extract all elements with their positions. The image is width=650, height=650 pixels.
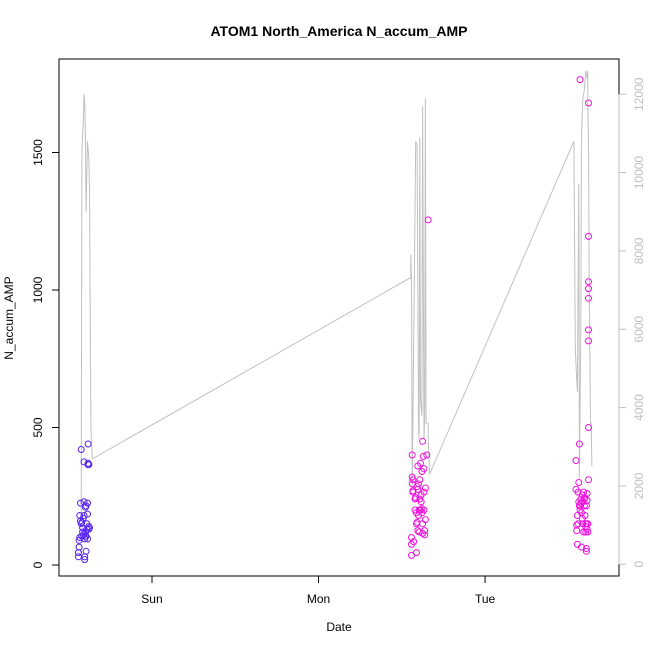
cumulative-line-layer [79, 70, 593, 514]
data-point [417, 498, 425, 506]
data-point [583, 490, 591, 497]
data-point [585, 326, 592, 334]
data-point [410, 538, 418, 546]
data-point [84, 510, 91, 518]
data-point [74, 553, 82, 561]
data-point [575, 440, 583, 448]
data-point [84, 535, 91, 543]
data-point [81, 556, 89, 563]
data-point [75, 543, 83, 551]
data-point [419, 520, 427, 528]
y-axis-right: 0 2000 4000 6000 8000 10000 12000 [618, 77, 646, 568]
y2-tick-label: 12000 [632, 77, 646, 111]
data-point [408, 473, 416, 481]
data-point [421, 516, 429, 524]
cumulative-line [79, 70, 593, 514]
data-point [582, 547, 590, 555]
data-point [84, 499, 91, 507]
data-point [585, 99, 592, 107]
data-point [581, 512, 589, 519]
data-point [417, 459, 424, 467]
data-point [585, 285, 592, 293]
data-point [575, 479, 583, 486]
y-axis-label: N_accum_AMP [2, 276, 16, 359]
data-point [77, 499, 84, 507]
x-tick-label: Mon [307, 592, 330, 606]
data-point [576, 76, 584, 84]
data-point [585, 278, 592, 286]
data-point [574, 520, 582, 528]
y2-tick-label: 0 [632, 561, 646, 568]
y-axis-left: 0 500 1000 1500 [31, 139, 60, 568]
data-point [412, 549, 420, 557]
data-point [409, 476, 417, 484]
x-axis-label: Date [326, 620, 352, 634]
data-point [419, 452, 427, 460]
y2-tick-label: 8000 [632, 237, 646, 264]
data-point [412, 494, 420, 502]
plot-frame [58, 58, 620, 577]
data-point [585, 476, 592, 484]
data-point [582, 545, 590, 552]
data-point [573, 527, 581, 535]
y2-tick-label: 4000 [632, 394, 646, 421]
x-tick-label: Sun [141, 592, 162, 606]
y2-tick-label: 10000 [632, 156, 646, 190]
data-point [85, 461, 93, 469]
data-point [409, 487, 417, 495]
data-point [77, 446, 85, 453]
data-point [585, 337, 592, 345]
data-point [86, 524, 93, 532]
data-point [572, 457, 580, 464]
data-point [408, 534, 415, 541]
x-axis: Sun Mon Tue [141, 575, 496, 606]
data-point [419, 437, 427, 445]
points-layer [74, 76, 592, 563]
data-point [416, 476, 424, 484]
data-point [421, 484, 429, 492]
data-point [80, 512, 88, 519]
data-point [423, 451, 431, 459]
y2-tick-label: 6000 [632, 316, 646, 343]
data-point [583, 496, 591, 504]
data-point [420, 488, 428, 496]
data-point [585, 232, 592, 240]
chart-title: ATOM1 North_America N_accum_AMP [210, 23, 467, 39]
data-point [424, 216, 432, 224]
y-tick-label: 0 [31, 561, 45, 568]
data-point [585, 424, 592, 431]
data-point [420, 506, 428, 514]
data-point [420, 465, 428, 473]
data-point [580, 502, 588, 510]
data-point [421, 531, 429, 539]
data-point [84, 440, 92, 448]
data-point [578, 543, 585, 551]
x-tick-label: Tue [475, 592, 496, 606]
data-point [584, 528, 592, 536]
data-point [415, 480, 422, 488]
y-tick-label: 1000 [31, 276, 45, 303]
y2-tick-label: 2000 [632, 472, 646, 499]
data-point [585, 294, 592, 302]
y-tick-label: 500 [31, 417, 45, 437]
y-tick-label: 1500 [31, 139, 45, 166]
data-point [415, 528, 423, 536]
data-point [79, 514, 87, 522]
data-point [82, 547, 90, 555]
data-point [584, 520, 592, 528]
data-point [421, 527, 429, 535]
data-point [408, 451, 416, 459]
